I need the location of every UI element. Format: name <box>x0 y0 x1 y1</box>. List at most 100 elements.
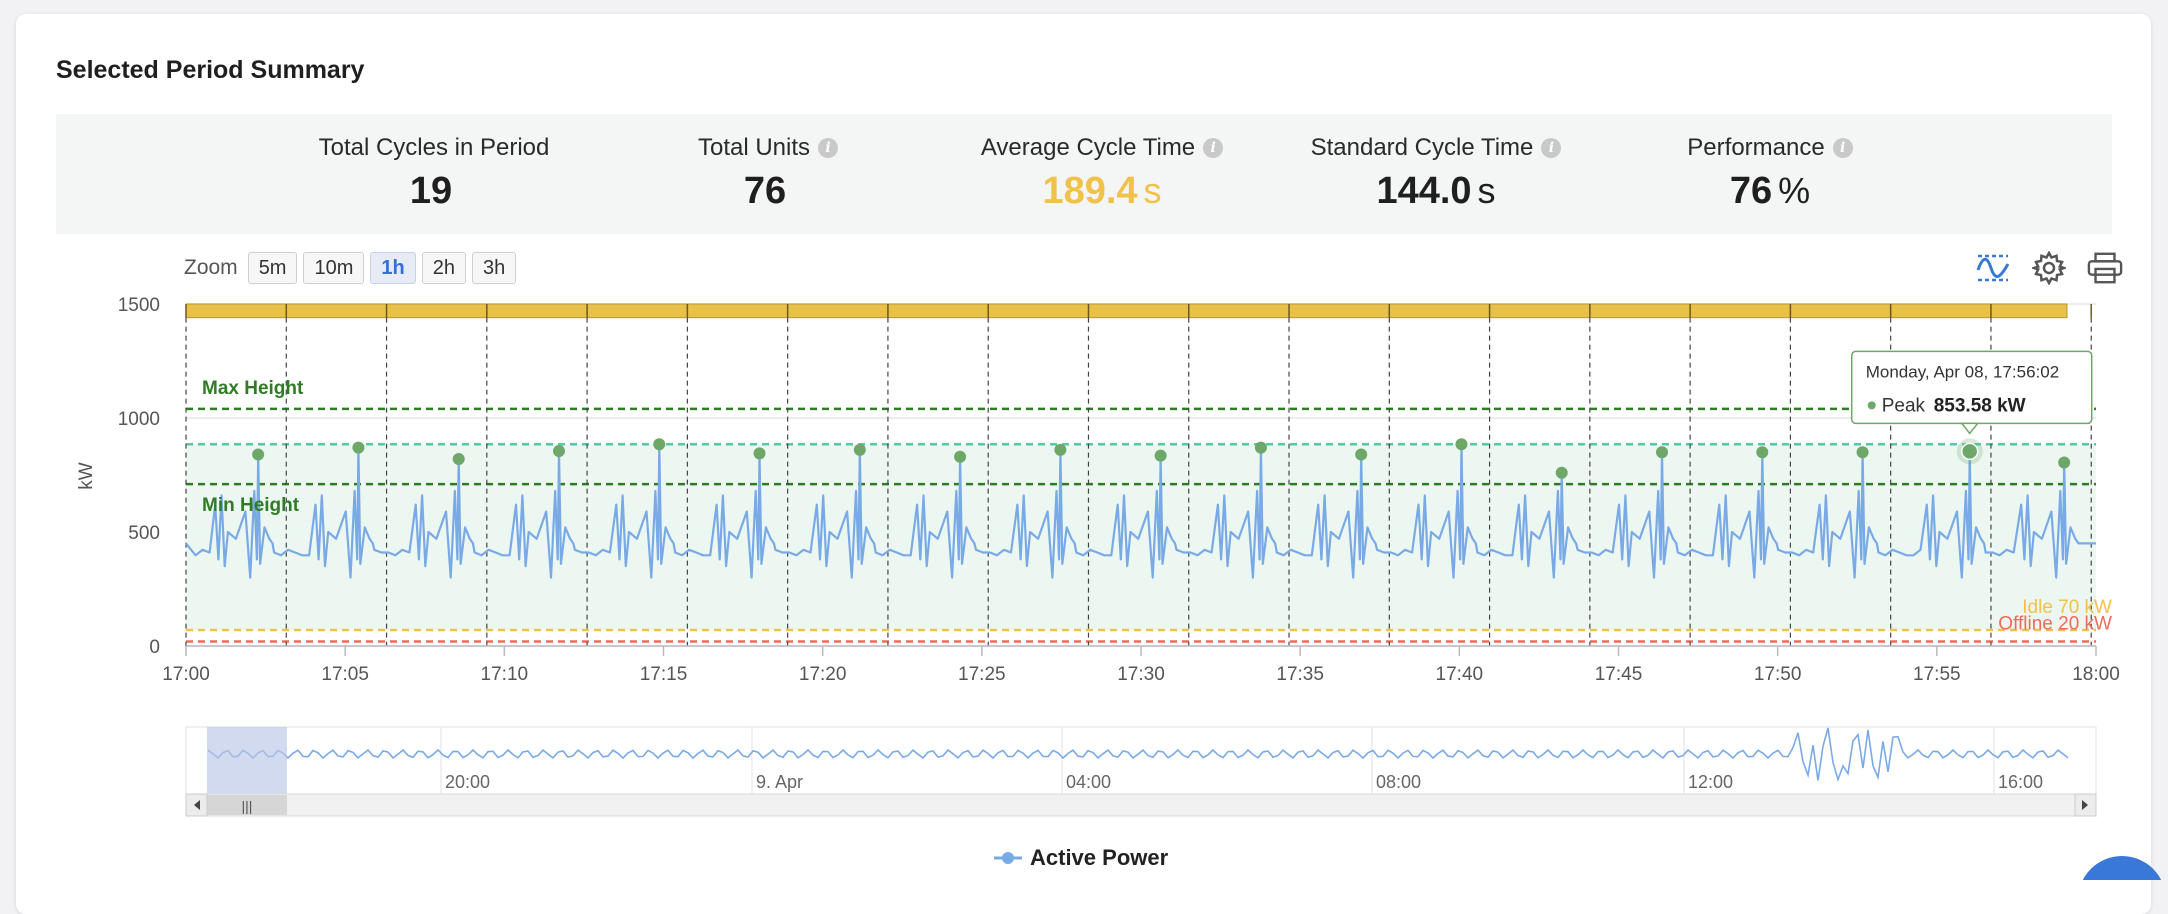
kpi-value: 76 <box>743 170 787 212</box>
zoom-2h-button[interactable]: 2h <box>421 252 466 284</box>
x-tick-label: 17:35 <box>1276 664 1324 685</box>
axes: 0 500 1000 1500 kW 17:00 17:05 17:10 17:15 17:20 1… <box>76 295 2120 685</box>
tooltip-pointer <box>1960 422 1980 435</box>
printer-icon[interactable] <box>2087 250 2123 286</box>
tooltip-date: Monday, Apr 08, 17:56:02 <box>1866 362 2059 381</box>
label-max-height: Max Height <box>202 378 304 399</box>
plot-bands <box>185 303 2096 643</box>
series-toggle-icon[interactable] <box>1975 250 2011 286</box>
x-tick-label: 17:20 <box>799 664 847 685</box>
navigator-tick-label: 16:00 <box>1998 772 2043 792</box>
zoom-1h-button[interactable]: 1h <box>370 252 416 284</box>
legend-label: Active Power <box>1030 845 1169 870</box>
tooltip-value: 853.58 kW <box>1934 395 2026 416</box>
chart-tools <box>1975 250 2123 286</box>
legend: Active Power <box>994 845 2162 880</box>
scrollbar-grip: ||| <box>242 798 253 814</box>
kpi-label: Standard Cycle Time <box>1310 134 1534 161</box>
normal-zone <box>186 444 2096 631</box>
peak-marker <box>1154 449 1167 462</box>
x-tick-label: 17:40 <box>1436 664 1484 685</box>
info-icon[interactable]: i <box>818 138 839 158</box>
navigator-tick-label: 9. Apr <box>756 772 803 792</box>
peak-marker <box>1656 446 1669 459</box>
peak-marker <box>1756 446 1769 459</box>
y-tick-label: 0 <box>149 637 160 658</box>
navigator-series <box>207 727 2069 783</box>
x-tick-label: 17:10 <box>481 664 529 685</box>
series-active-power <box>185 443 2096 579</box>
kpi-label: Total Units <box>697 134 811 161</box>
kpi-label: Performance <box>1687 134 1825 161</box>
peak-marker <box>1856 446 1869 459</box>
help-fab <box>2082 856 2162 880</box>
kpi-label: Average Cycle Time <box>980 134 1196 161</box>
zoom-bar: Zoom 5m 10m 1h 2h 3h <box>184 251 517 285</box>
info-icon[interactable]: i <box>1203 138 1224 158</box>
kpi-value: 144.0 s <box>1376 170 1496 212</box>
navigator-tick-label: 12:00 <box>1688 772 1733 792</box>
scroll-left-icon <box>194 800 200 810</box>
peak-marker <box>653 438 666 451</box>
y-tick-label: 1500 <box>118 295 160 316</box>
y-tick-label: 500 <box>128 523 160 544</box>
kpi-value: 189.4 s <box>1042 170 1162 212</box>
series-peaks <box>252 438 2071 479</box>
peak-marker <box>1555 466 1568 479</box>
peak-marker <box>1355 448 1368 461</box>
x-tick-label: 17:30 <box>1117 664 1165 685</box>
section-title: Selected Period Summary <box>56 56 365 84</box>
x-tick-label: 17:00 <box>162 664 210 685</box>
kpi-total-units: Total Units i 76 <box>608 134 928 213</box>
tooltip: Monday, Apr 08, 17:56:02 Peak 853.58 kW <box>1850 350 2093 435</box>
status-band <box>185 303 2068 319</box>
peak-marker <box>352 441 365 454</box>
label-idle: Idle 70 kW <box>2022 597 2112 618</box>
label-min-height: Min Height <box>202 495 300 516</box>
x-tick-label: 17:15 <box>640 664 688 685</box>
peak-marker-active <box>1960 442 1979 461</box>
peak-marker <box>2058 456 2071 469</box>
peak-marker <box>753 447 766 460</box>
navigator-tick-label: 04:00 <box>1066 772 1111 792</box>
kpi-value: 19 <box>409 170 453 212</box>
peak-marker <box>452 453 465 466</box>
navigator-selection <box>207 727 287 794</box>
x-tick-label: 17:50 <box>1754 664 1802 685</box>
tooltip-series-dot <box>1867 401 1876 410</box>
kpi-total-cycles: Total Cycles in Period 19 <box>274 134 594 213</box>
peak-marker <box>1054 443 1067 456</box>
label-offline: Offline 20 kW <box>1998 613 2112 634</box>
navigator-tick-label: 08:00 <box>1376 772 1421 792</box>
zoom-3h-button[interactable]: 3h <box>471 252 517 284</box>
navigator-tick-label: 20:00 <box>445 772 490 792</box>
x-tick-label: 17:05 <box>321 664 369 685</box>
navigator-area <box>185 726 2097 795</box>
zoom-10m-button[interactable]: 10m <box>303 252 365 284</box>
peak-marker <box>954 450 967 463</box>
x-tick-label: 17:45 <box>1595 664 1643 685</box>
y-tick-label: 1000 <box>118 409 160 430</box>
tooltip-series-name: Peak <box>1882 395 1926 416</box>
kpi-standard-cycle-time: Standard Cycle Time i 144.0 s <box>1276 134 1596 213</box>
peak-marker <box>552 445 565 458</box>
zoom-label: Zoom <box>184 256 238 279</box>
kpi-performance: Performance i 76% <box>1610 134 1930 213</box>
kpi-value: 76% <box>1729 170 1811 212</box>
zones <box>186 444 2096 631</box>
x-tick-label: 17:25 <box>958 664 1006 685</box>
legend-marker <box>1002 852 1014 864</box>
peak-marker <box>853 443 866 456</box>
kpi-strip: Total Cycles in Period 19 Total Units i 7… <box>56 114 2112 234</box>
peak-marker <box>1254 441 1267 454</box>
series-line <box>185 443 2096 579</box>
scrollbar-thumb <box>207 795 287 815</box>
zoom-5m-button[interactable]: 5m <box>247 252 298 284</box>
info-icon[interactable]: i <box>1541 138 1562 158</box>
peak-marker <box>252 448 265 461</box>
kpi-label: Total Cycles in Period <box>318 134 550 161</box>
gear-icon[interactable] <box>2031 250 2067 286</box>
x-tick-label: 18:00 <box>2072 664 2120 685</box>
x-tick-label: 17:55 <box>1913 664 1961 685</box>
info-icon[interactable]: i <box>1832 138 1853 158</box>
